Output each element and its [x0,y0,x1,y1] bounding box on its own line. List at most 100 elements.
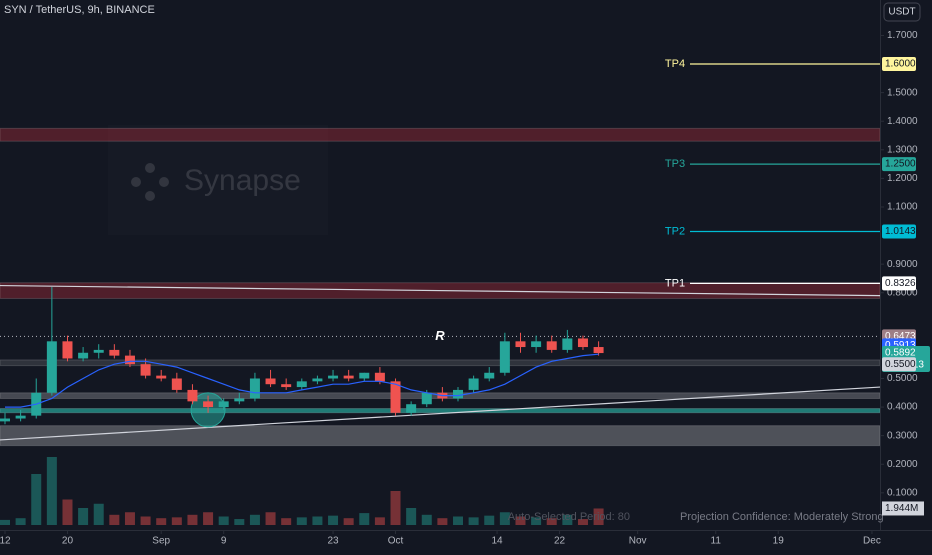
zone [0,425,881,447]
candle-body [468,378,479,390]
y-tick-label: 1.1000 [887,202,918,213]
x-tick-label: 20 [62,536,74,547]
y-tick-label: 0.9000 [887,259,918,270]
candle-body [93,349,104,353]
footer-confidence: Projection Confidence: Moderately Strong [680,511,884,523]
candle-body [484,372,495,379]
volume-bar [406,508,417,525]
candle-body [406,404,417,413]
candle-body [265,378,276,385]
volume-bar [0,519,10,525]
x-tick-label: Nov [629,536,647,547]
y-tick-label: 0.2000 [887,459,918,470]
chart-title: SYN / TetherUS, 9h, BINANCE [4,4,155,16]
x-tick-label: Dec [863,536,881,547]
candle-body [374,372,385,382]
y-tick-label: 0.8000 [887,287,918,298]
volume-bar [249,514,260,525]
zone [0,408,881,414]
level-price: 1.2500 [885,159,916,170]
volume-bar [468,517,479,525]
candle-body [359,372,370,379]
price-label: 0.5913 [885,340,916,351]
level-price: 1.0143 [885,226,916,237]
candle-body [249,378,260,399]
candle-body [593,347,604,354]
price-label-box [882,357,916,372]
candle-body [62,341,73,359]
candle-body [515,341,526,348]
candle-body [140,364,151,376]
watermark: Synapse [184,164,301,197]
candle-body [577,338,588,348]
candle-body [499,341,510,373]
volume-bar [187,514,198,525]
moving-average [5,353,599,408]
currency[interactable]: USDT [888,7,915,18]
volume-bar [359,513,370,525]
candle-body [0,418,10,422]
trendline [0,284,881,297]
candle-body [453,389,464,399]
level-name: TP4 [665,58,685,70]
volume-label: 1.944M [885,503,918,514]
volume-label-box [882,501,924,516]
annotation: R [435,328,445,343]
candle-body [46,341,57,393]
volume-bar [328,515,339,525]
watermark-logo [131,163,169,201]
candle-body [531,341,542,348]
x-tick-label: 22 [554,536,566,547]
x-tick-label: 14 [491,536,503,547]
volume-bar [546,518,557,525]
x-tick-label: 12 [0,536,11,547]
level-price: 0.8326 [885,278,916,289]
price-label: 0.5892 [885,348,916,359]
level-name: TP1 [665,277,685,289]
level-name: TP3 [665,158,685,170]
volume-bar [437,518,448,525]
candle-body [546,341,557,350]
price-label: 0.5500 [885,359,916,370]
volume-bar [156,518,167,525]
volume-bar [296,517,307,525]
candle-body [156,375,167,379]
level-name: TP2 [665,225,685,237]
price-label: 0.6473 [885,331,916,342]
candle-body [187,389,198,402]
zone [0,127,881,142]
volume-bar [234,519,245,525]
volume-bar [15,518,26,525]
candle-body [124,355,135,365]
volume-bar [562,514,573,525]
volume-bar [499,512,510,525]
volume-bar [281,518,292,525]
x-tick-label: 19 [773,536,785,547]
candle-body [109,349,120,356]
volume-bar [374,517,385,525]
x-tick-label: 23 [327,536,339,547]
level-price-box [882,276,916,291]
volume-bar [390,491,401,525]
volume-bar [46,457,57,525]
currency-button[interactable] [883,2,921,22]
volume-bar [124,512,135,525]
volume-bar [140,516,151,525]
candle-body [234,398,245,402]
y-tick-label: 0.4000 [887,402,918,413]
candle-body [421,392,432,405]
volume-bar [343,518,354,525]
y-tick-label: 1.3000 [887,144,918,155]
y-tick-label: 1.4000 [887,116,918,127]
volume-bar [531,517,542,525]
candle-body [203,401,214,408]
volume-bar [93,503,104,525]
volume-bar [421,514,432,525]
candle-body [343,375,354,379]
y-tick-label: 0.3000 [887,430,918,441]
y-tick-label: 0.5000 [887,373,918,384]
y-tick-label: 1.5000 [887,87,918,98]
candle-body [218,401,229,408]
